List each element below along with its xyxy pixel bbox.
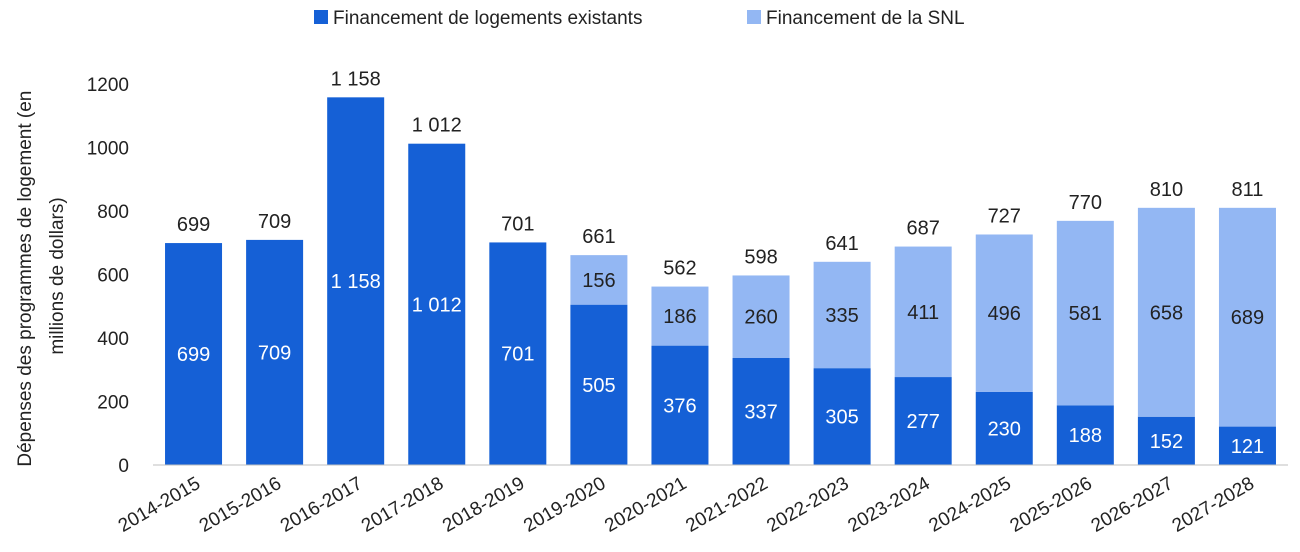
bar-label-existing-housing: 152 [1150, 431, 1183, 453]
bar-existing-housing [489, 242, 547, 465]
bars: 699 699 709 709 1 158 1 158 1 012 1 012 701 701 50… [165, 68, 1276, 466]
bar-existing-housing [1056, 405, 1114, 465]
legend-swatch-snl [747, 10, 761, 24]
bar-existing-housing [165, 243, 223, 465]
legend-label-existing-housing: Financement de logements existants [333, 8, 642, 29]
bar-existing-housing [1218, 426, 1276, 465]
bar-label-snl: 496 [988, 303, 1021, 325]
bar-snl [1218, 207, 1276, 427]
bar-snl [813, 261, 871, 369]
x-tick-label: 2022-2023 [763, 473, 852, 537]
x-tick-label: 2027-2028 [1169, 473, 1258, 537]
bar-total-label: 709 [258, 211, 291, 233]
bar-existing-housing [732, 358, 790, 465]
bar-label-existing-housing: 709 [258, 342, 291, 364]
bar-existing-housing [894, 377, 952, 465]
bar-existing-housing [813, 368, 871, 465]
bar-snl [894, 246, 952, 378]
bar-label-existing-housing: 188 [1069, 425, 1102, 447]
bar-label-snl: 411 [907, 302, 939, 324]
y-axis-label-line-2: millions de dollars) [47, 197, 68, 354]
bar-label-existing-housing: 121 [1231, 436, 1264, 458]
bar-total-label: 661 [582, 226, 615, 248]
bar-snl [1056, 220, 1114, 406]
bar-total-label: 598 [744, 246, 777, 268]
bar-existing-housing [570, 304, 628, 465]
legend: Financement de logements existants Finan… [314, 8, 965, 29]
bar-existing-housing [1137, 416, 1195, 465]
y-tick-label: 600 [97, 266, 129, 287]
y-tick-label: 400 [97, 329, 129, 350]
y-tick-label: 1000 [87, 139, 129, 160]
x-tick-label: 2015-2016 [196, 473, 285, 537]
legend-label-snl: Financement de la SNL [766, 8, 965, 29]
legend-swatch-existing-housing [314, 10, 328, 24]
bar-snl [651, 286, 709, 346]
bar-label-snl: 156 [582, 270, 615, 292]
bar-label-snl: 335 [825, 305, 858, 327]
x-tick-label: 2016-2017 [277, 473, 366, 537]
bar-snl [570, 255, 628, 305]
y-axis-label: Dépenses des programmes de logement (en … [15, 85, 68, 466]
bar-label-existing-housing: 701 [501, 344, 534, 366]
bar-total-label: 687 [906, 218, 939, 240]
bar-label-existing-housing: 277 [906, 411, 939, 433]
x-tick-label: 2017-2018 [358, 473, 447, 537]
bar-total-label: 699 [177, 214, 210, 236]
bar-existing-housing [651, 345, 709, 465]
bar-label-existing-housing: 1 158 [331, 271, 381, 293]
bar-total-label: 770 [1069, 192, 1102, 214]
y-axis-label-line-1: Dépenses des programmes de logement (en [15, 91, 36, 467]
x-tick-label: 2014-2015 [115, 473, 204, 537]
bar-snl [975, 234, 1033, 392]
bar-label-existing-housing: 376 [663, 395, 696, 417]
x-axis-ticks: 2014-20152015-20162016-20172017-20182018… [115, 473, 1258, 537]
y-tick-label: 800 [97, 202, 129, 223]
bar-label-existing-housing: 1 012 [412, 294, 462, 316]
bar-total-label: 701 [501, 213, 534, 235]
bar-label-snl: 186 [663, 306, 696, 328]
bar-total-label: 1 012 [412, 115, 462, 137]
x-tick-label: 2024-2025 [926, 473, 1015, 537]
bar-existing-housing [975, 391, 1033, 465]
bar-label-existing-housing: 699 [177, 344, 210, 366]
y-tick-label: 1200 [87, 75, 129, 96]
bar-total-label: 810 [1150, 179, 1183, 201]
bar-total-label: 811 [1232, 179, 1264, 201]
bar-label-snl: 658 [1150, 302, 1183, 324]
bar-existing-housing [408, 143, 466, 465]
bar-total-label: 727 [988, 205, 1021, 227]
bar-total-label: 641 [825, 233, 858, 255]
x-tick-label: 2020-2021 [601, 473, 690, 537]
bar-label-snl: 260 [744, 307, 777, 329]
x-tick-label: 2023-2024 [844, 473, 934, 537]
y-tick-label: 0 [118, 456, 129, 477]
bar-snl [1137, 207, 1195, 417]
bar-label-existing-housing: 337 [744, 402, 777, 424]
x-tick-label: 2019-2020 [520, 473, 609, 537]
bar-existing-housing [327, 97, 385, 466]
bar-total-label: 1 158 [331, 68, 381, 90]
bar-existing-housing [246, 239, 304, 465]
bar-total-label: 562 [663, 258, 696, 280]
y-tick-label: 200 [97, 393, 129, 414]
bar-snl [732, 275, 790, 359]
x-tick-label: 2026-2027 [1088, 473, 1177, 537]
bar-label-existing-housing: 505 [582, 375, 615, 397]
y-axis-ticks: 0 200 400 600 800 1000 1200 [87, 75, 129, 477]
x-tick-label: 2021-2022 [682, 473, 771, 537]
bar-label-existing-housing: 230 [988, 418, 1021, 440]
x-tick-label: 2025-2026 [1007, 473, 1096, 537]
bar-label-snl: 689 [1231, 307, 1264, 329]
bar-label-snl: 581 [1069, 303, 1102, 325]
x-tick-label: 2018-2019 [439, 473, 528, 537]
bar-label-existing-housing: 305 [825, 407, 858, 429]
